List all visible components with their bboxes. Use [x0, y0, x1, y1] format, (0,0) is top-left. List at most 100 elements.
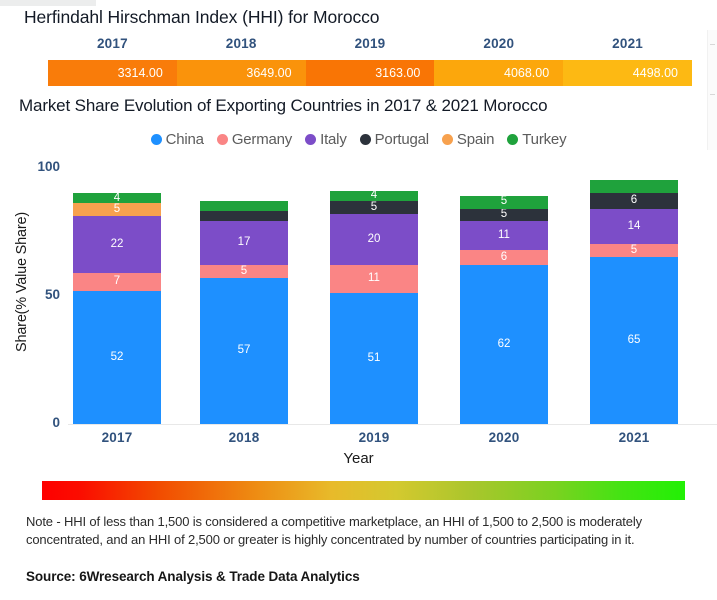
bar-segment-value-label: 4 [113, 193, 121, 204]
legend-dot-icon [507, 134, 519, 145]
hhi-year-label: 2020 [483, 36, 515, 51]
bar-segment-germany[interactable]: 5 [590, 244, 678, 258]
bar-segment-value-label: 7 [113, 274, 121, 287]
legend-item-label: Turkey [522, 131, 567, 148]
bar-segment-value-label: 17 [237, 236, 251, 249]
bar-segment-china[interactable]: 65 [590, 257, 678, 424]
bar-segment-portugal[interactable]: 5 [460, 208, 548, 222]
bar-segment-value-label: 14 [627, 219, 641, 232]
hhi-section-title: Herfindahl Hirschman Index (HHI) for Mor… [24, 7, 380, 27]
plot-area: Share(% Value Share) 4 5 22 7 52 17 5 57 4 5 20 11 5… [0, 158, 717, 430]
hhi-year-label: 2017 [96, 36, 128, 51]
legend-dot-icon [359, 134, 371, 145]
legend-item-label: Spain [456, 131, 495, 148]
bar-segment-germany[interactable]: 7 [73, 272, 161, 291]
legend-item-label: Italy [320, 131, 347, 148]
hhi-value-cell: 4068.00 [434, 60, 564, 86]
bar-segment-value-label: 5 [630, 244, 638, 257]
bar-segment-value-label: 11 [368, 272, 380, 285]
right-edge-artifact [707, 30, 717, 150]
chart-title: Market Share Evolution of Exporting Coun… [19, 96, 548, 115]
legend-item-label: China [165, 131, 204, 148]
bar-segment-value-label: 62 [497, 337, 511, 350]
bar-segment-turkey[interactable] [200, 200, 288, 212]
x-axis-tick-label: 2021 [618, 430, 650, 445]
x-axis-label: Year [343, 450, 374, 467]
bar-segment-value-label: 57 [237, 344, 251, 357]
bar-segment-portugal[interactable] [200, 211, 288, 222]
x-axis-tick-label: 2020 [488, 430, 520, 445]
x-axis-tick-label: 2018 [228, 430, 260, 445]
bar-segment-portugal[interactable]: 5 [330, 200, 418, 214]
bar-segment-italy[interactable]: 17 [200, 221, 288, 265]
legend-item-spain[interactable]: Spain [441, 131, 495, 148]
bar-segment-value-label: 22 [110, 237, 124, 250]
bar-segment-spain[interactable]: 5 [73, 203, 161, 217]
bar-segment-value-label: 5 [500, 195, 508, 208]
right-edge-tick-1 [710, 44, 715, 45]
hhi-year-header-row: 2017 2018 2019 2020 2021 [48, 36, 692, 56]
bar-segment-value-label: 5 [240, 264, 248, 277]
bar-segment-italy[interactable]: 11 [460, 221, 548, 250]
bar-segment-turkey[interactable] [590, 180, 678, 194]
bar-segment-china[interactable]: 57 [200, 277, 288, 424]
stacked-bar-column[interactable]: 6 14 5 65 [590, 180, 678, 424]
bar-segment-turkey[interactable]: 4 [330, 190, 418, 201]
bar-segment-value-label: 5 [500, 208, 508, 221]
bar-segment-turkey[interactable]: 4 [73, 193, 161, 204]
hhi-value-bar: 3314.00 3649.00 3163.00 4068.00 4498.00 [48, 60, 692, 86]
hhi-value-cell: 3649.00 [176, 60, 306, 86]
top-edge-artifact [0, 0, 96, 6]
bar-segment-value-label: 6 [500, 250, 508, 263]
bar-segment-italy[interactable]: 22 [73, 216, 161, 273]
stacked-bar-column[interactable]: 4 5 22 7 52 [73, 193, 161, 424]
x-axis-baseline [68, 424, 717, 425]
stacked-bars-group: 4 5 22 7 52 17 5 57 4 5 20 11 51 5 5 11 6 62 6 14 5 65 [0, 160, 717, 430]
note-text: Note - HHI of less than 1,500 is conside… [26, 514, 642, 547]
hhi-value-cell: 3314.00 [48, 60, 177, 86]
bar-segment-germany[interactable]: 5 [200, 264, 288, 278]
bar-segment-china[interactable]: 51 [330, 293, 418, 424]
stacked-bar-column[interactable]: 5 5 11 6 62 [460, 195, 548, 424]
hhi-year-label: 2019 [354, 36, 386, 51]
legend-item-portugal[interactable]: Portugal [359, 131, 429, 148]
bar-segment-value-label: 5 [113, 203, 121, 216]
legend-item-label: Portugal [374, 131, 429, 148]
legend-item-turkey[interactable]: Turkey [507, 131, 567, 148]
bar-segment-italy[interactable]: 14 [590, 208, 678, 245]
legend-item-germany[interactable]: Germany [216, 131, 293, 148]
bar-segment-turkey[interactable]: 5 [460, 195, 548, 209]
bar-segment-portugal[interactable]: 6 [590, 193, 678, 209]
bar-segment-china[interactable]: 52 [73, 290, 161, 424]
bar-segment-value-label: 20 [367, 232, 381, 245]
source-text: Source: 6Wresearch Analysis & Trade Data… [26, 569, 360, 584]
right-edge-tick-2 [710, 94, 715, 95]
stacked-bar-column[interactable]: 17 5 57 [200, 200, 288, 424]
legend-dot-icon [305, 134, 317, 145]
legend-dot-icon [441, 134, 453, 145]
hhi-year-label: 2018 [225, 36, 257, 51]
bar-segment-germany[interactable]: 6 [460, 249, 548, 265]
x-axis-tick-label: 2019 [358, 430, 390, 445]
hhi-gradient-scale [42, 481, 685, 500]
legend-item-italy[interactable]: Italy [305, 131, 347, 148]
stacked-bar-column[interactable]: 4 5 20 11 51 [330, 190, 418, 424]
hhi-year-label: 2021 [612, 36, 643, 51]
x-axis-tick-label: 2017 [101, 430, 133, 445]
bar-segment-value-label: 5 [370, 200, 378, 213]
bar-segment-value-label: 4 [370, 190, 378, 201]
hhi-value-cell: 4498.00 [563, 60, 692, 86]
bar-segment-value-label: 6 [630, 194, 638, 207]
y-axis-tick-label: 50 [44, 286, 60, 302]
bar-segment-italy[interactable]: 20 [330, 213, 418, 265]
legend-item-china[interactable]: China [150, 131, 204, 148]
x-axis-tick-row: 2017 2018 2019 2020 2021 [0, 430, 717, 448]
hhi-value-cell: 3163.00 [305, 60, 435, 86]
bar-segment-china[interactable]: 62 [460, 264, 548, 424]
chart-legend: China Germany Italy Portugal Spain Turkey [0, 131, 717, 148]
bar-segment-value-label: 65 [627, 333, 641, 346]
legend-item-label: Germany [231, 131, 293, 148]
y-axis-tick-label: 100 [37, 158, 60, 174]
bar-segment-value-label: 11 [498, 228, 510, 241]
bar-segment-germany[interactable]: 11 [330, 264, 418, 294]
